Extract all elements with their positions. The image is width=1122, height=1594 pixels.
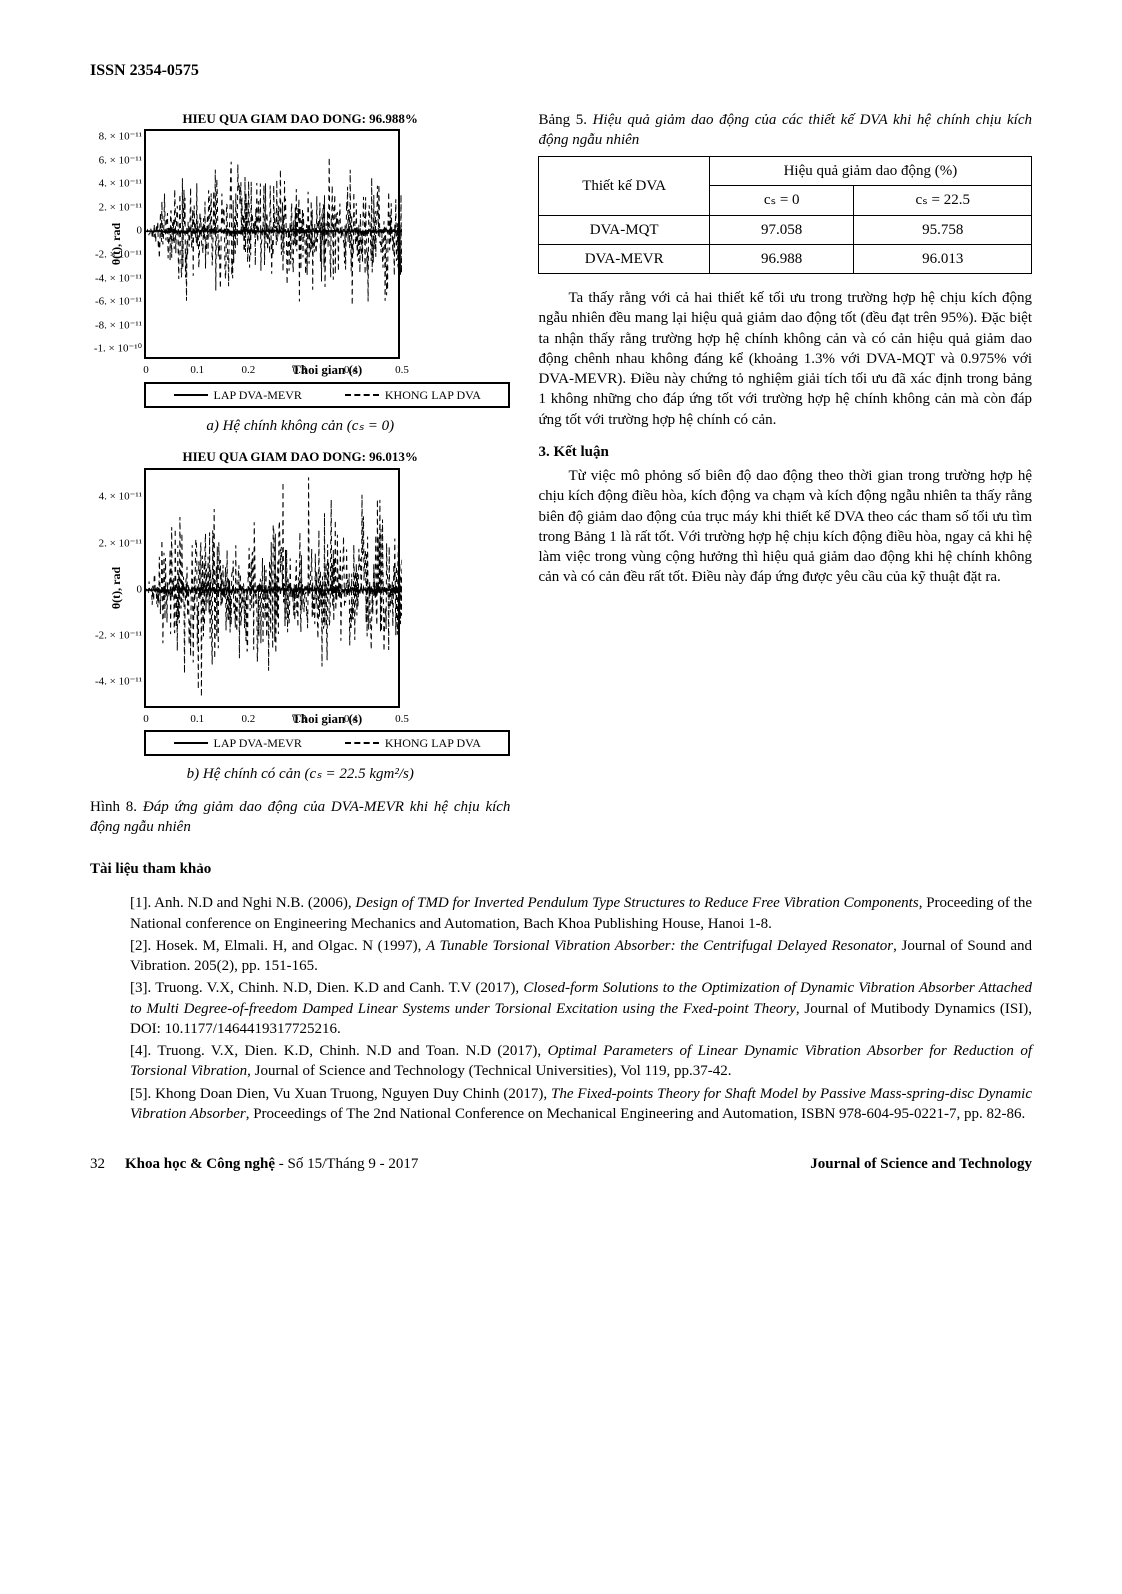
y-tick: 0 bbox=[137, 224, 147, 239]
reference-item: [5]. Khong Doan Dien, Vu Xuan Truong, Ng… bbox=[130, 1084, 1032, 1125]
legend-item-solid: LAP DVA-MEVR bbox=[174, 387, 302, 403]
th-design: Thiết kế DVA bbox=[539, 157, 709, 216]
journal-left-bold: Khoa học & Công nghệ bbox=[125, 1156, 275, 1172]
x-tick: 0.5 bbox=[395, 712, 409, 727]
right-column: Bảng 5. Hiệu quả giảm dao động của các t… bbox=[538, 110, 1032, 838]
chart-a-legend: LAP DVA-MEVR KHONG LAP DVA bbox=[144, 382, 510, 408]
x-tick: 0.5 bbox=[395, 363, 409, 378]
table-5-caption: Bảng 5. Hiệu quả giảm dao động của các t… bbox=[538, 110, 1032, 151]
chart-b: HIEU QUA GIAM DAO DONG: 96.013% 00.10.20… bbox=[90, 448, 510, 756]
y-tick: 6. × 10⁻¹¹ bbox=[99, 153, 146, 168]
cell-v2: 96.013 bbox=[854, 244, 1032, 273]
x-tick: 0.2 bbox=[242, 363, 256, 378]
legend-solid-label: LAP DVA-MEVR bbox=[214, 387, 302, 403]
references-list: [1]. Anh. N.D and Nghi N.B. (2006), Desi… bbox=[90, 893, 1032, 1124]
chart-b-plot-area: 00.10.20.30.40.5-4. × 10⁻¹¹-2. × 10⁻¹¹02… bbox=[144, 468, 400, 708]
caption-a: a) Hệ chính không cản (cₛ = 0) bbox=[90, 416, 510, 436]
x-tick: 0.3 bbox=[293, 712, 307, 727]
legend-item-solid: LAP DVA-MEVR bbox=[174, 735, 302, 751]
cell-v1: 96.988 bbox=[709, 244, 854, 273]
x-tick: 0 bbox=[143, 712, 149, 727]
left-column: HIEU QUA GIAM DAO DONG: 96.988% 00.10.20… bbox=[90, 110, 510, 838]
y-tick: 8. × 10⁻¹¹ bbox=[99, 130, 146, 145]
y-tick: -4. × 10⁻¹¹ bbox=[95, 675, 146, 690]
table-row: DVA-MQT 97.058 95.758 bbox=[539, 215, 1032, 244]
legend-line-solid-icon bbox=[174, 394, 208, 396]
footer-left: 32 Khoa học & Công nghệ - Số 15/Tháng 9 … bbox=[90, 1154, 418, 1174]
legend-dashed-label: KHONG LAP DVA bbox=[385, 735, 481, 751]
legend-line-solid-icon bbox=[174, 742, 208, 744]
tbl-caption-prefix: Bảng 5. bbox=[538, 112, 592, 128]
chart-a-title: HIEU QUA GIAM DAO DONG: 96.988% bbox=[90, 110, 510, 128]
table-header-row: Thiết kế DVA Hiệu quả giảm dao động (%) bbox=[539, 157, 1032, 186]
chart-a-ylabel: θ(t), rad bbox=[108, 223, 124, 265]
y-tick: 4. × 10⁻¹¹ bbox=[99, 490, 146, 505]
reference-item: [1]. Anh. N.D and Nghi N.B. (2006), Desi… bbox=[130, 893, 1032, 934]
y-tick: 0 bbox=[137, 582, 147, 597]
chart-a-plot-area: 00.10.20.30.40.5-1. × 10⁻¹⁰-8. × 10⁻¹¹-6… bbox=[144, 129, 400, 359]
cell-v1: 97.058 bbox=[709, 215, 854, 244]
cell-name: DVA-MEVR bbox=[539, 244, 709, 273]
y-tick: -4. × 10⁻¹¹ bbox=[95, 271, 146, 286]
fig-caption-italic: Đáp ứng giảm dao động của DVA-MEVR khi h… bbox=[90, 799, 510, 835]
reference-item: [2]. Hosek. M, Elmali. H, and Olgac. N (… bbox=[130, 936, 1032, 977]
y-tick: -8. × 10⁻¹¹ bbox=[95, 318, 146, 333]
x-tick: 0.4 bbox=[344, 712, 358, 727]
cell-name: DVA-MQT bbox=[539, 215, 709, 244]
journal-name-left: Khoa học & Công nghệ - Số 15/Tháng 9 - 2… bbox=[125, 1154, 418, 1174]
y-tick: -6. × 10⁻¹¹ bbox=[95, 295, 146, 310]
x-tick: 0.4 bbox=[344, 363, 358, 378]
y-tick: 2. × 10⁻¹¹ bbox=[99, 536, 146, 551]
legend-item-dashed: KHONG LAP DVA bbox=[345, 387, 481, 403]
reference-item: [3]. Truong. V.X, Chinh. N.D, Dien. K.D … bbox=[130, 978, 1032, 1039]
x-tick: 0.3 bbox=[293, 363, 307, 378]
chart-a: HIEU QUA GIAM DAO DONG: 96.988% 00.10.20… bbox=[90, 110, 510, 408]
y-tick: 4. × 10⁻¹¹ bbox=[99, 177, 146, 192]
paragraph-2: Từ việc mô phỏng số biên độ dao động the… bbox=[538, 466, 1032, 588]
x-tick: 0.1 bbox=[190, 712, 204, 727]
two-column-layout: HIEU QUA GIAM DAO DONG: 96.988% 00.10.20… bbox=[90, 110, 1032, 838]
section-3-heading: 3. Kết luận bbox=[538, 442, 1032, 462]
th-cs225: cₛ = 22.5 bbox=[854, 186, 1032, 215]
page-footer: 32 Khoa học & Công nghệ - Số 15/Tháng 9 … bbox=[90, 1154, 1032, 1174]
tbl-caption-italic: Hiệu quả giảm dao động của các thiết kế … bbox=[538, 112, 1032, 148]
chart-b-title: HIEU QUA GIAM DAO DONG: 96.013% bbox=[90, 448, 510, 466]
paragraph-1: Ta thấy rằng với cả hai thiết kế tối ưu … bbox=[538, 288, 1032, 430]
figure-8-caption: Hình 8. Đáp ứng giảm dao động của DVA-ME… bbox=[90, 797, 510, 838]
chart-b-legend: LAP DVA-MEVR KHONG LAP DVA bbox=[144, 730, 510, 756]
caption-b: b) Hệ chính có cản (cₛ = 22.5 kgm²/s) bbox=[90, 764, 510, 784]
legend-item-dashed: KHONG LAP DVA bbox=[345, 735, 481, 751]
legend-line-dashed-icon bbox=[345, 394, 379, 396]
th-group: Hiệu quả giảm dao động (%) bbox=[709, 157, 1031, 186]
y-tick: -2. × 10⁻¹¹ bbox=[95, 628, 146, 643]
y-tick: 2. × 10⁻¹¹ bbox=[99, 200, 146, 215]
legend-solid-label: LAP DVA-MEVR bbox=[214, 735, 302, 751]
table-5: Thiết kế DVA Hiệu quả giảm dao động (%) … bbox=[538, 156, 1032, 274]
table-row: DVA-MEVR 96.988 96.013 bbox=[539, 244, 1032, 273]
th-cs0: cₛ = 0 bbox=[709, 186, 854, 215]
x-tick: 0 bbox=[143, 363, 149, 378]
reference-item: [4]. Truong. V.X, Dien. K.D, Chinh. N.D … bbox=[130, 1041, 1032, 1082]
fig-caption-prefix: Hình 8. bbox=[90, 799, 143, 815]
journal-name-right: Journal of Science and Technology bbox=[810, 1154, 1032, 1174]
legend-line-dashed-icon bbox=[345, 742, 379, 744]
chart-b-ylabel: θ(t), rad bbox=[108, 567, 124, 609]
journal-left-rest: - Số 15/Tháng 9 - 2017 bbox=[275, 1156, 418, 1172]
y-tick: -1. × 10⁻¹⁰ bbox=[94, 342, 146, 357]
x-tick: 0.1 bbox=[190, 363, 204, 378]
cell-v2: 95.758 bbox=[854, 215, 1032, 244]
issn: ISSN 2354-0575 bbox=[90, 60, 1032, 82]
legend-dashed-label: KHONG LAP DVA bbox=[385, 387, 481, 403]
x-tick: 0.2 bbox=[242, 712, 256, 727]
references-heading: Tài liệu tham khảo bbox=[90, 859, 1032, 879]
page-number: 32 bbox=[90, 1154, 105, 1174]
